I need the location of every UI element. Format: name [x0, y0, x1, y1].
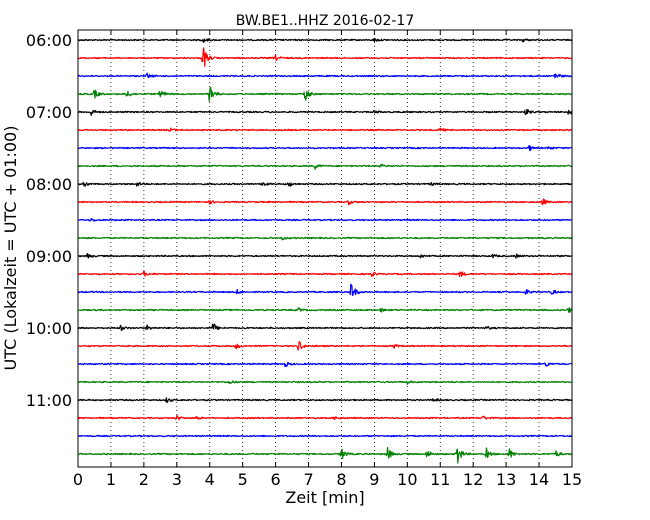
x-tick-label: 7	[303, 470, 313, 489]
x-tick-label: 0	[73, 470, 83, 489]
x-tick-label: 3	[172, 470, 182, 489]
trace-line	[77, 446, 573, 464]
trace-line	[77, 198, 573, 206]
x-tick-label: 1	[106, 470, 116, 489]
chart-title: BW.BE1..HHZ 2016-02-17	[236, 13, 415, 29]
trace-line	[77, 37, 573, 43]
trace-line	[77, 361, 573, 368]
y-tick-label: 10:00	[26, 319, 72, 338]
x-tick-label: 15	[562, 470, 582, 489]
trace-line	[77, 415, 573, 421]
trace-line	[77, 380, 573, 385]
x-tick-label: 11	[430, 470, 450, 489]
x-tick-label: 6	[271, 470, 281, 489]
trace-line	[77, 253, 573, 259]
x-axis-ticks: 0 1 2 3 4 5 6 7 8 9 10 11 12 13 14 15	[73, 30, 582, 489]
vertical-grid	[110, 30, 540, 467]
trace-line	[77, 47, 573, 67]
x-tick-label: 5	[238, 470, 248, 489]
y-axis-ticks: 06:00 07:00 08:00 09:00 10:00 11:00	[26, 31, 572, 410]
x-tick-label: 9	[369, 470, 379, 489]
trace-line	[77, 218, 573, 222]
trace-line	[77, 127, 573, 132]
x-tick-label: 2	[139, 470, 149, 489]
trace-line	[77, 397, 573, 404]
y-tick-label: 08:00	[26, 175, 72, 194]
x-tick-label: 14	[529, 470, 549, 489]
y-tick-label: 06:00	[26, 31, 72, 50]
y-tick-label: 07:00	[26, 103, 72, 122]
plot-frame	[77, 29, 573, 468]
x-tick-label: 4	[205, 470, 215, 489]
trace-line	[77, 72, 573, 79]
x-tick-label: 10	[397, 470, 417, 489]
trace-line	[77, 144, 573, 152]
x-axis-label: Zeit [min]	[285, 488, 364, 507]
x-tick-label: 13	[496, 470, 516, 489]
seismic-traces	[77, 37, 573, 464]
trace-line	[77, 434, 573, 438]
trace-line	[77, 108, 573, 116]
x-tick-label: 12	[463, 470, 483, 489]
trace-line	[77, 87, 573, 102]
trace-line	[77, 163, 573, 170]
y-tick-label: 11:00	[26, 391, 72, 410]
trace-line	[77, 236, 573, 241]
trace-line	[77, 181, 573, 187]
trace-line	[77, 340, 573, 351]
y-tick-label: 09:00	[26, 247, 72, 266]
trace-line	[77, 323, 573, 332]
trace-line	[77, 283, 573, 296]
trace-line	[77, 307, 573, 313]
trace-line	[77, 270, 573, 277]
y-axis-label: UTC (Lokalzeit = UTC + 01:00)	[1, 126, 20, 371]
x-tick-label: 8	[336, 470, 346, 489]
